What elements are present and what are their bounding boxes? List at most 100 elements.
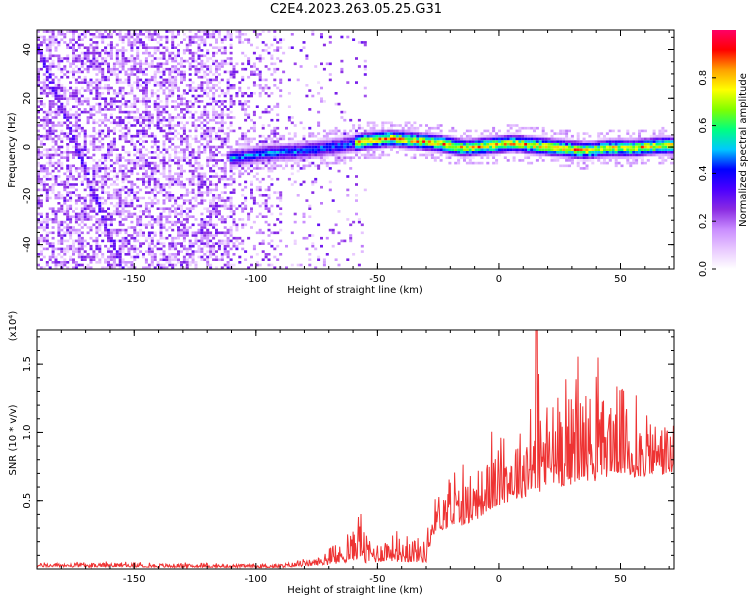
spectrogram-cell <box>200 134 204 138</box>
spectrogram-cell <box>180 196 183 200</box>
spectrogram-cell <box>92 191 96 194</box>
spectrogram-cell <box>252 202 256 205</box>
spectrogram-cell <box>229 84 233 87</box>
spectrogram-cell <box>95 67 99 71</box>
spectrogram-cell <box>118 255 122 259</box>
spectrogram-cell <box>372 124 376 127</box>
spectrogram-cell <box>206 191 210 194</box>
spectrogram-cell <box>171 132 175 135</box>
spectrogram-cell <box>95 236 99 240</box>
spectrogram-cell <box>165 151 169 154</box>
spectrogram-cell <box>171 51 175 55</box>
spectrogram-cell <box>521 126 525 130</box>
spectrogram-cell <box>530 153 534 157</box>
spectrogram-cell <box>235 244 239 248</box>
spectrogram-cell <box>136 86 140 90</box>
spectrogram-cell <box>337 148 341 151</box>
spectrogram-cell <box>460 143 463 146</box>
spectrogram-cell <box>57 210 61 213</box>
spectrogram-cell <box>104 134 108 138</box>
spectrogram-cell <box>80 110 84 114</box>
spectrogram-cell <box>72 253 75 256</box>
spectrogram-cell <box>39 199 43 202</box>
spectrogram-cell <box>212 51 216 55</box>
spectrogram-cell <box>296 140 300 143</box>
spectrogram-cell <box>86 207 90 210</box>
spectrogram-cell <box>279 156 283 159</box>
spectrogram-cell <box>203 110 207 114</box>
spectrogram-cell <box>439 140 443 143</box>
spectrogram-cell <box>270 231 274 235</box>
spectrogram-cell <box>220 145 224 149</box>
spectrogram-cell <box>63 151 67 154</box>
spectrogram-cell <box>63 89 67 92</box>
spectrogram-cell <box>270 140 274 143</box>
spectrogram-cell <box>451 140 455 143</box>
spectrogram-cell <box>39 250 43 253</box>
spectrogram-cell <box>104 258 108 261</box>
spectrogram-cell <box>69 220 73 224</box>
spectrogram-cell <box>203 30 207 33</box>
spectrogram-cell <box>174 124 178 127</box>
spectrogram-cell <box>39 258 43 261</box>
spectrogram-cell <box>121 62 125 66</box>
spectrogram-cell <box>95 183 99 186</box>
spectrogram-cell <box>322 148 326 151</box>
spectrogram-cell <box>83 108 87 111</box>
spectrogram-cell <box>133 196 137 200</box>
spectrogram-cell <box>293 242 297 245</box>
spectrogram-cell <box>203 218 207 221</box>
spectrogram-cell <box>182 151 186 154</box>
spectrogram-cell <box>63 116 67 119</box>
spectrogram-cell <box>223 172 227 176</box>
spectrogram-cell <box>136 57 140 60</box>
spectrogram-cell <box>495 153 499 157</box>
spectrogram-cell <box>209 67 213 71</box>
spectrogram-cell <box>276 49 280 52</box>
spectrogram-cell <box>267 167 271 170</box>
spectrogram-cell <box>215 100 218 103</box>
spectrogram-cell <box>185 250 189 253</box>
spectrogram-cell <box>74 129 78 133</box>
spectrogram-cell <box>98 175 102 178</box>
spectrogram-cell <box>232 129 236 133</box>
spectrogram-cell <box>95 121 99 125</box>
spectrogram-cell <box>48 43 52 47</box>
spectrogram-cell <box>495 134 499 138</box>
spectrogram-cell <box>89 105 93 108</box>
spectrogram-cell <box>107 258 110 261</box>
spectrogram-cell <box>436 124 440 127</box>
spectrogram-cell <box>290 145 294 149</box>
spectrogram-cell <box>252 167 256 170</box>
spectrogram-cell <box>156 113 160 117</box>
spectrogram-cell <box>293 239 297 243</box>
spectrogram-cell <box>72 129 75 133</box>
spectrogram-cell <box>174 183 178 186</box>
spectrogram-cell <box>206 49 210 52</box>
spectrogram-cell <box>209 137 213 141</box>
spectrogram-cell <box>451 151 455 154</box>
spectrogram-cell <box>162 188 166 192</box>
spectrogram-cell <box>200 84 204 87</box>
spectrogram-cell <box>107 65 110 68</box>
spectrogram-cell <box>334 92 338 95</box>
spectrogram-cell <box>92 188 96 192</box>
spectrogram-cell <box>80 159 84 162</box>
spectrogram-cell <box>317 110 321 114</box>
spectrogram-cell <box>182 129 186 133</box>
spectrogram-cell <box>217 121 221 125</box>
spectrogram-cell <box>311 151 315 154</box>
spectrogram-cell <box>104 51 108 55</box>
spectrogram-cell <box>95 89 99 92</box>
spectrogram-cell <box>282 156 286 159</box>
spectrogram-cell <box>142 73 145 76</box>
spectrogram-cell <box>80 255 84 259</box>
spectrogram-cell <box>264 164 268 168</box>
spectrogram-cell <box>535 148 539 151</box>
spectrogram-cell <box>156 46 160 49</box>
spectrogram-cell <box>159 129 163 133</box>
spectrogram-cell <box>109 35 113 39</box>
spectrogram-cell <box>66 126 70 130</box>
spectrogram-cell <box>124 57 128 60</box>
spectrogram-cell <box>182 156 186 159</box>
